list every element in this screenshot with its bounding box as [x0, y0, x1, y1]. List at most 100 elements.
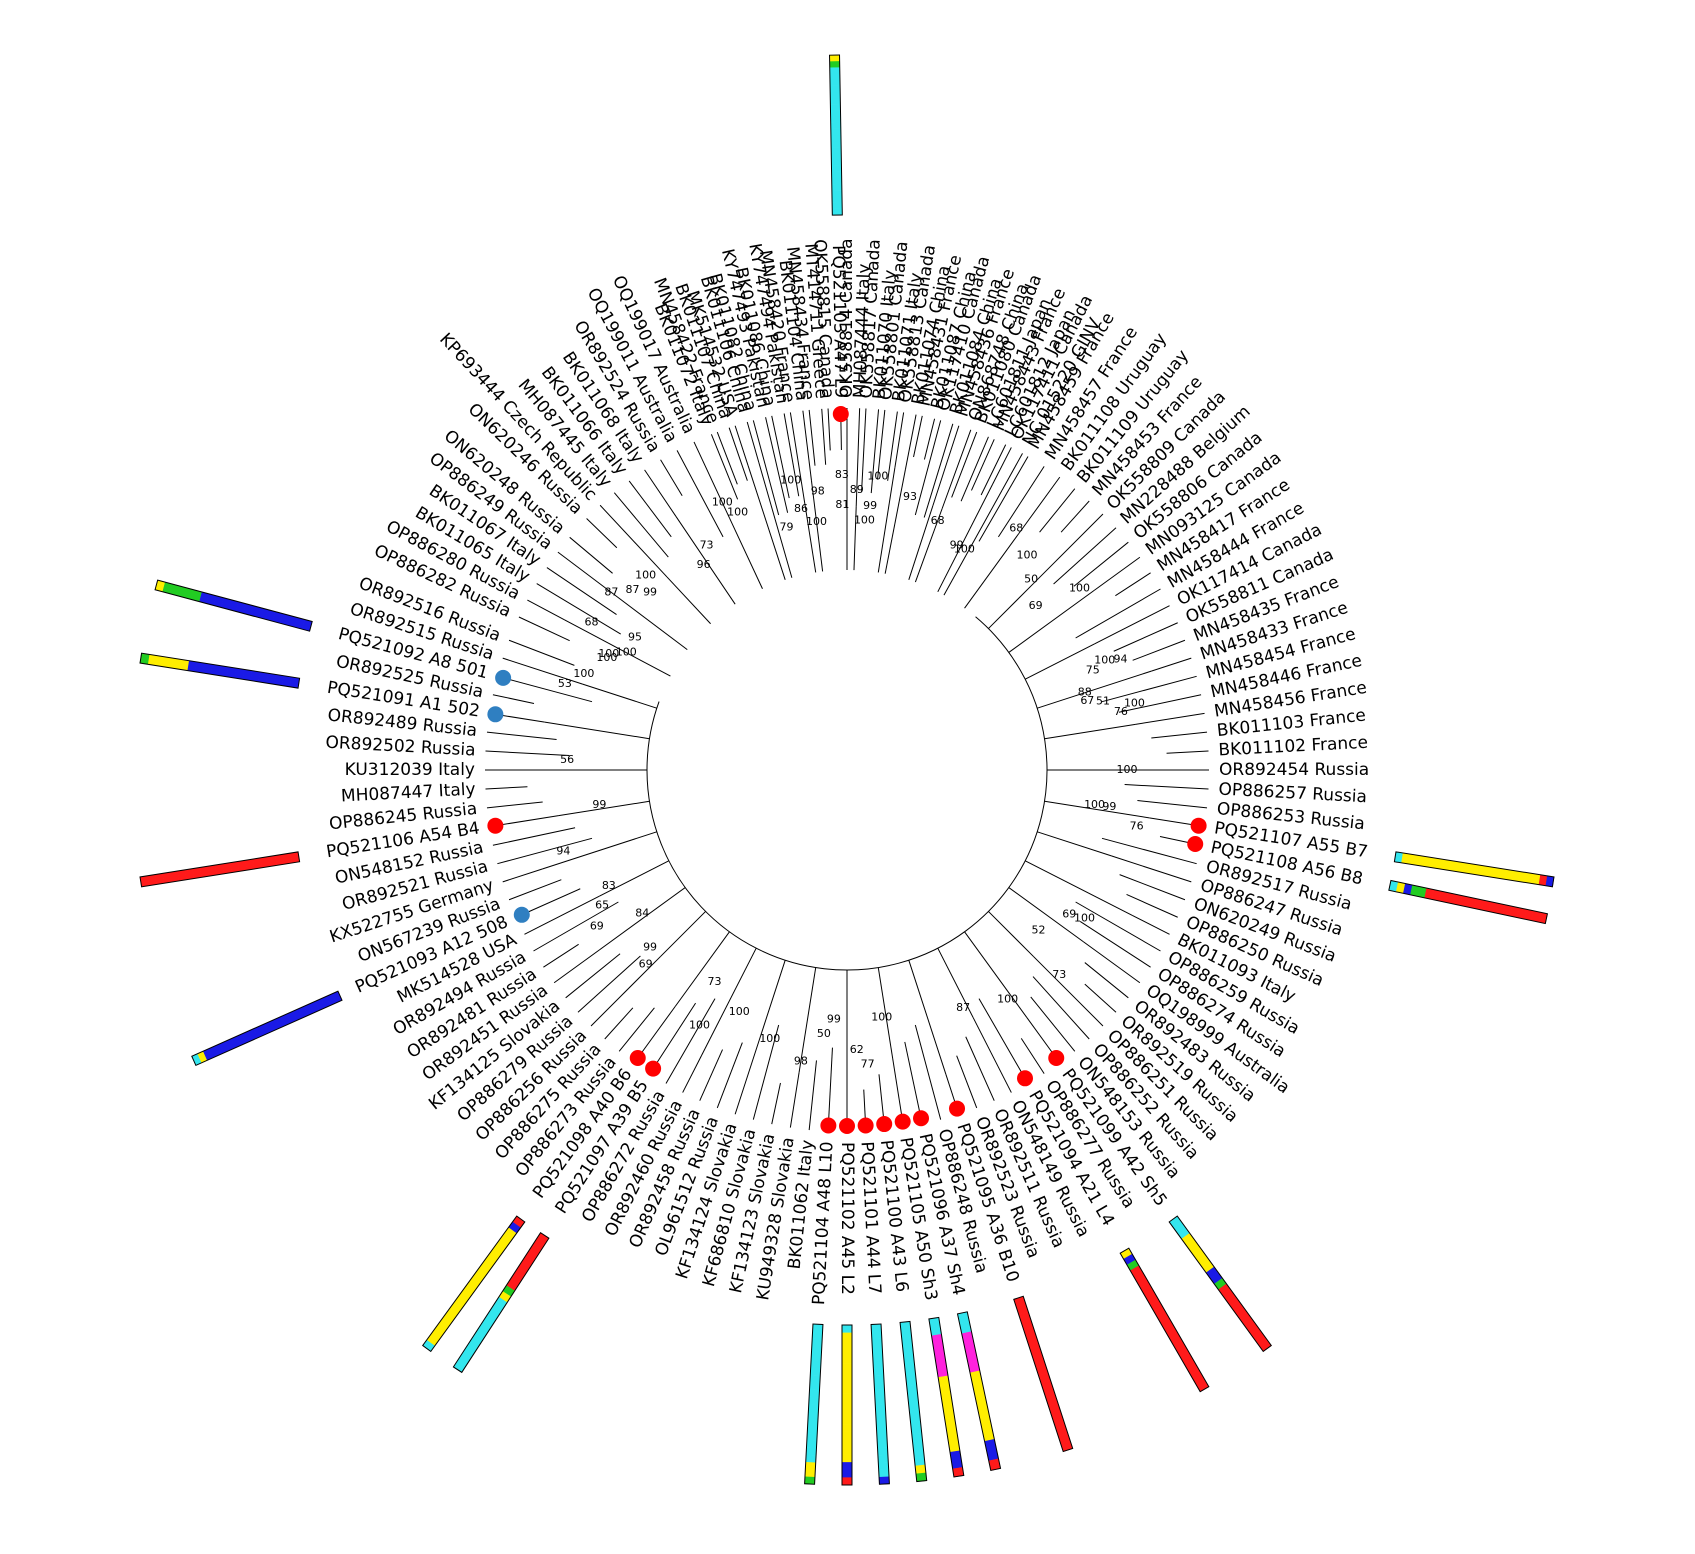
genotype-segment	[479, 1320, 493, 1332]
genotype-segment	[513, 1267, 527, 1280]
tree-tip-branch	[508, 639, 575, 666]
genotype-segment	[1531, 873, 1541, 885]
genotype-segment	[928, 1317, 941, 1328]
genotype-segment	[498, 1291, 512, 1303]
genotype-segment	[245, 859, 255, 871]
genotype-segment	[1545, 875, 1555, 887]
genotype-bar-outline	[804, 1323, 824, 1485]
tree-tip-branch	[904, 1041, 923, 1125]
genotype-segment	[877, 1447, 888, 1456]
bootstrap-value: 100	[780, 473, 801, 486]
genotype-segment	[1222, 1289, 1235, 1301]
bootstrap-value: 100	[871, 1011, 892, 1024]
bootstrap-value: 100	[1016, 549, 1037, 562]
genotype-segment	[912, 1440, 924, 1451]
genotype-segment	[1028, 1341, 1041, 1353]
tree-tip-branch	[1118, 694, 1202, 713]
tree-tip-branch	[1079, 920, 1151, 968]
genotype-segment	[1401, 852, 1410, 864]
genotype-segment	[494, 1296, 508, 1309]
genotype-segment	[1394, 851, 1404, 863]
genotype-segment	[957, 1311, 970, 1324]
bootstrap-value: 100	[1094, 654, 1115, 667]
bootstrap-value: 68	[931, 514, 945, 527]
genotype-bar-outline	[870, 1323, 890, 1485]
genotype-segment	[1483, 866, 1493, 878]
tree-tip-branch	[771, 415, 790, 499]
tree-tip-branch	[716, 1042, 743, 1109]
tree-tip-branch	[1020, 1038, 1045, 1074]
genotype-segment	[934, 1350, 946, 1361]
tree-tip-branch	[914, 1024, 942, 1120]
tree-internal-branch	[701, 947, 757, 1056]
genotype-bar-outline	[191, 990, 343, 1067]
tree-tip-branch	[1033, 956, 1104, 1027]
tree-tip-branch	[991, 447, 1012, 486]
tree-tip-branch	[518, 616, 570, 642]
genotype-segment	[906, 1385, 918, 1395]
genotype-segment	[208, 1046, 219, 1058]
genotype-segment	[904, 1361, 916, 1371]
genotype-segment	[874, 1396, 886, 1405]
genotype-segment	[930, 1325, 942, 1336]
tree-tip-branch	[734, 1034, 762, 1115]
red-sample-marker	[832, 406, 849, 423]
tree-tip-branch	[502, 657, 583, 685]
genotype-segment	[831, 183, 842, 191]
tree-tip-branch	[1126, 894, 1178, 918]
genotype-segment	[905, 1369, 916, 1379]
genotype-segment	[1509, 906, 1520, 918]
genotype-segment	[1414, 855, 1424, 867]
bootstrap-value: 93	[903, 490, 917, 503]
genotype-segment	[830, 91, 841, 99]
genotype-segment	[221, 597, 232, 610]
genotype-segment	[1181, 1232, 1194, 1245]
bootstrap-value: 83	[835, 468, 849, 481]
genotype-segment	[191, 1053, 202, 1066]
genotype-segment	[1467, 897, 1477, 909]
genotype-segment	[147, 874, 157, 886]
genotype-segment	[1185, 1238, 1198, 1251]
tree-tip-branch	[913, 415, 923, 458]
tree-tip-branch	[577, 955, 641, 1013]
tree-tip-branch	[960, 436, 989, 502]
tree-tip-branch	[1094, 556, 1141, 591]
genotype-bar	[1119, 1247, 1210, 1393]
tree-internal-branch	[542, 831, 657, 870]
tree-tip-branch	[485, 786, 528, 790]
tree-tip-branch	[783, 413, 800, 497]
bootstrap-value: 56	[560, 753, 574, 766]
genotype-bar	[1388, 879, 1549, 925]
genotype-segment	[163, 656, 174, 669]
genotype-segment	[804, 1476, 815, 1485]
tree-tip-branch	[1039, 488, 1076, 533]
genotype-segment	[807, 1425, 818, 1434]
genotype-segment	[877, 1454, 889, 1463]
bootstrap-value: 98	[811, 485, 825, 498]
tree-tip-branch	[1111, 855, 1192, 883]
genotype-segment	[913, 1448, 925, 1459]
tree-internal-branch	[937, 947, 974, 1018]
leaf-label: MH087444 Italy	[850, 263, 875, 398]
genotype-segment	[222, 862, 232, 874]
genotype-segment	[842, 1408, 852, 1417]
genotype-segment	[1210, 1272, 1223, 1285]
red-sample-marker	[839, 1118, 855, 1134]
genotype-segment	[830, 97, 841, 105]
tree-tip-branch	[951, 431, 978, 498]
tree-tip-branch	[660, 459, 683, 496]
genotype-bar	[452, 1232, 550, 1374]
genotype-segment	[532, 1238, 546, 1251]
tree-tip-branch	[497, 837, 593, 865]
genotype-segment	[496, 1238, 509, 1251]
tree-tip-branch	[980, 444, 1007, 496]
tree-internal-branch	[908, 960, 947, 1075]
genotype-segment	[842, 1431, 852, 1440]
bootstrap-value: 69	[639, 958, 653, 971]
genotype-segment	[521, 1256, 534, 1268]
genotype-segment	[876, 1432, 888, 1442]
genotype-segment	[1452, 894, 1463, 906]
genotype-segment	[213, 1043, 224, 1056]
tree-tip-branch	[887, 411, 898, 481]
genotype-segment	[831, 177, 842, 185]
